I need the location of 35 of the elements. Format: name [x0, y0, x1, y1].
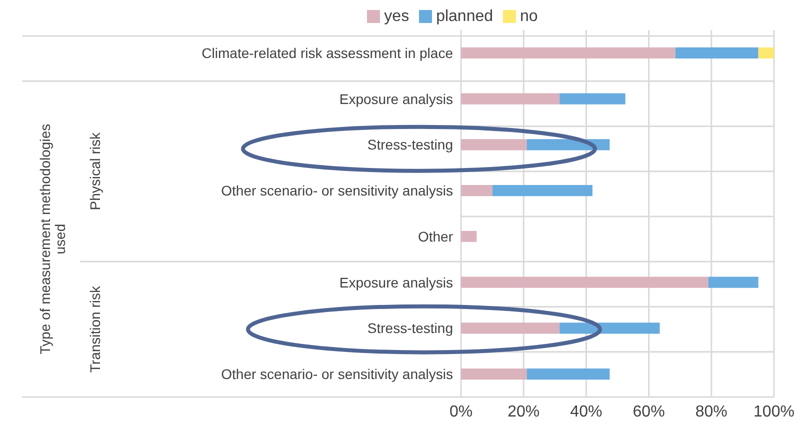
- x-tick-label: 80%: [695, 403, 728, 420]
- bar: [461, 185, 492, 196]
- bar: [526, 368, 610, 380]
- y-tick-label: Other: [418, 228, 454, 244]
- y-tick-label: Stress-testing: [367, 320, 453, 336]
- y-tick-label: Climate-related risk assessment in place: [202, 44, 454, 61]
- legend-label: yes: [384, 8, 410, 25]
- text: Transition risk: [87, 285, 103, 373]
- bar: [461, 368, 527, 380]
- bar: [461, 47, 676, 58]
- x-tick-label: 40%: [570, 403, 602, 420]
- text: Physical risk: [87, 131, 103, 210]
- x-tick-label: 60%: [632, 403, 665, 420]
- bar: [461, 93, 560, 104]
- bar: [758, 47, 774, 58]
- text: Type of measurement methodologies used: [37, 124, 68, 354]
- bar: [708, 276, 758, 288]
- x-tick-label: 20%: [508, 403, 540, 420]
- bar: [461, 230, 477, 242]
- bar: [461, 276, 708, 288]
- y-tick-label: Other scenario- or sensitivity analysis: [221, 366, 453, 382]
- y-tick-label: Other scenario- or sensitivity analysis: [221, 182, 453, 199]
- bar: [675, 47, 758, 58]
- y-tick-label: Exposure analysis: [339, 274, 453, 290]
- bar: [560, 322, 660, 334]
- legend-label: no: [520, 8, 538, 25]
- bar: [461, 322, 560, 334]
- bar: [492, 185, 592, 196]
- x-tick-label: 100%: [754, 403, 794, 420]
- legend-label: planned: [436, 8, 494, 25]
- bar: [560, 93, 626, 104]
- x-tick-label: 0%: [449, 403, 473, 420]
- bar: [461, 139, 527, 150]
- y-tick-label: Stress-testing: [367, 136, 453, 153]
- y-tick-label: Exposure analysis: [339, 90, 453, 107]
